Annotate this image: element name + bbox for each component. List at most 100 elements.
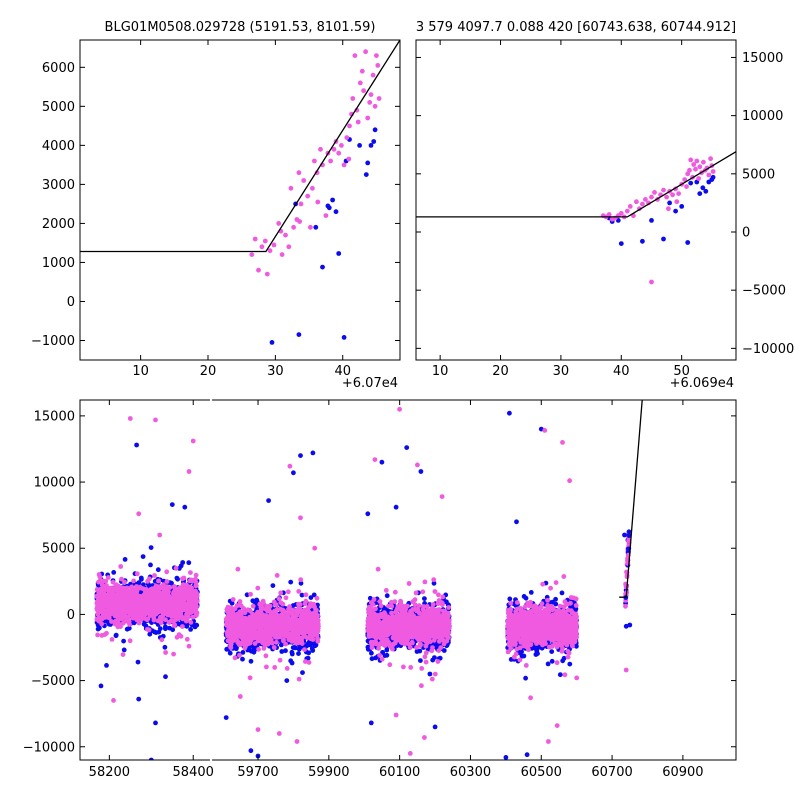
pink-data-point bbox=[706, 172, 712, 178]
pink-data-point bbox=[181, 575, 187, 581]
blue-data-point bbox=[299, 592, 305, 598]
blue-data-point bbox=[229, 600, 235, 606]
pink-data-point bbox=[305, 193, 311, 199]
blue-data-point bbox=[289, 651, 295, 657]
blue-data-point bbox=[136, 696, 142, 702]
pink-data-point bbox=[288, 185, 294, 191]
pink-data-point bbox=[143, 604, 149, 610]
pink-data-point bbox=[186, 598, 192, 604]
pink-data-point bbox=[136, 511, 142, 517]
pink-data-point bbox=[303, 592, 309, 598]
pink-data-point bbox=[135, 615, 140, 621]
blue-data-point bbox=[240, 656, 245, 662]
pink-data-point bbox=[341, 162, 347, 168]
pink-data-point bbox=[122, 594, 127, 600]
blue-data-point bbox=[279, 649, 285, 654]
y-tick-label: 5000 bbox=[742, 167, 775, 182]
pink-data-point bbox=[174, 605, 180, 611]
blue-data-point bbox=[685, 240, 691, 245]
pink-data-point bbox=[618, 211, 624, 216]
zoom-right-model-line bbox=[416, 151, 737, 218]
blue-data-point bbox=[300, 670, 305, 675]
pink-data-point bbox=[133, 609, 138, 615]
pink-data-point bbox=[173, 565, 179, 571]
y-tick-label: 4000 bbox=[42, 139, 75, 154]
zoom-left-title: BLG01M0508.029728 (5191.53, 8101.59) bbox=[105, 20, 376, 35]
pink-data-point bbox=[161, 612, 167, 617]
pink-data-point bbox=[339, 143, 344, 148]
pink-data-point bbox=[134, 584, 139, 589]
pink-data-point bbox=[303, 659, 308, 664]
pink-data-point bbox=[265, 624, 271, 630]
pink-data-point bbox=[696, 176, 701, 181]
blue-data-point bbox=[138, 575, 144, 581]
blue-data-point bbox=[311, 592, 317, 598]
pink-data-point bbox=[144, 594, 150, 600]
pink-data-point bbox=[296, 170, 302, 176]
pink-data-point bbox=[298, 201, 304, 207]
blue-data-point bbox=[305, 655, 311, 661]
x-tick-label: 20 bbox=[200, 364, 217, 379]
pink-data-point bbox=[119, 599, 124, 604]
blue-data-point bbox=[283, 648, 288, 654]
zoom-left-points bbox=[249, 49, 382, 345]
pink-data-point bbox=[147, 611, 153, 617]
pink-data-point bbox=[102, 598, 107, 604]
pink-data-point bbox=[190, 614, 196, 620]
pink-data-point bbox=[230, 607, 236, 613]
pink-data-point bbox=[115, 615, 121, 621]
blue-data-point bbox=[104, 663, 109, 668]
pink-data-point bbox=[98, 578, 104, 584]
pink-data-point bbox=[301, 178, 307, 183]
pink-data-point bbox=[188, 577, 194, 583]
pink-data-point bbox=[174, 614, 180, 620]
pink-data-point bbox=[189, 608, 195, 614]
pink-data-point bbox=[97, 603, 103, 609]
blue-data-point bbox=[244, 592, 250, 598]
pink-data-point bbox=[113, 582, 119, 588]
blue-data-point bbox=[296, 651, 301, 656]
blue-data-point bbox=[155, 567, 161, 573]
blue-data-point bbox=[186, 560, 192, 566]
pink-data-point bbox=[156, 578, 162, 584]
pink-data-point bbox=[95, 632, 100, 638]
blue-data-point bbox=[140, 554, 146, 559]
x-tick-label: 40 bbox=[613, 364, 630, 379]
pink-data-point bbox=[708, 156, 713, 162]
blue-data-point bbox=[697, 191, 703, 197]
pink-data-point bbox=[163, 597, 168, 603]
pink-data-point bbox=[182, 585, 187, 591]
blue-data-point bbox=[148, 562, 153, 568]
blue-data-point bbox=[336, 251, 342, 256]
pink-data-point bbox=[352, 53, 358, 58]
blue-data-point bbox=[113, 633, 119, 639]
pink-data-point bbox=[710, 169, 716, 174]
pink-data-point bbox=[264, 664, 269, 670]
zoom-left-x-offset: +6.07e4 bbox=[342, 376, 398, 391]
pink-data-point bbox=[691, 162, 697, 167]
pink-data-point bbox=[305, 605, 311, 611]
blue-data-point bbox=[330, 197, 335, 203]
pink-data-point bbox=[272, 614, 277, 620]
blue-data-point bbox=[251, 649, 257, 655]
pink-data-point bbox=[268, 609, 273, 615]
pink-data-point bbox=[693, 166, 698, 172]
pink-data-point bbox=[158, 620, 164, 626]
zoom-left-model-line bbox=[80, 39, 401, 253]
pink-data-point bbox=[193, 572, 199, 578]
pink-data-point bbox=[228, 631, 234, 637]
pink-data-point bbox=[228, 617, 233, 623]
pink-data-point bbox=[248, 626, 254, 632]
pink-data-point bbox=[96, 609, 102, 614]
blue-data-point bbox=[618, 241, 624, 247]
pink-data-point bbox=[289, 635, 294, 641]
pink-data-point bbox=[303, 621, 308, 626]
y-tick-label: 2000 bbox=[42, 217, 75, 232]
pink-data-point bbox=[190, 593, 195, 599]
blue-data-point bbox=[148, 757, 154, 760]
pink-data-point bbox=[190, 438, 196, 444]
pink-data-point bbox=[192, 602, 198, 608]
blue-data-point bbox=[182, 504, 188, 510]
blue-data-point bbox=[661, 236, 666, 242]
zoom-right-axes-frame bbox=[415, 39, 737, 361]
